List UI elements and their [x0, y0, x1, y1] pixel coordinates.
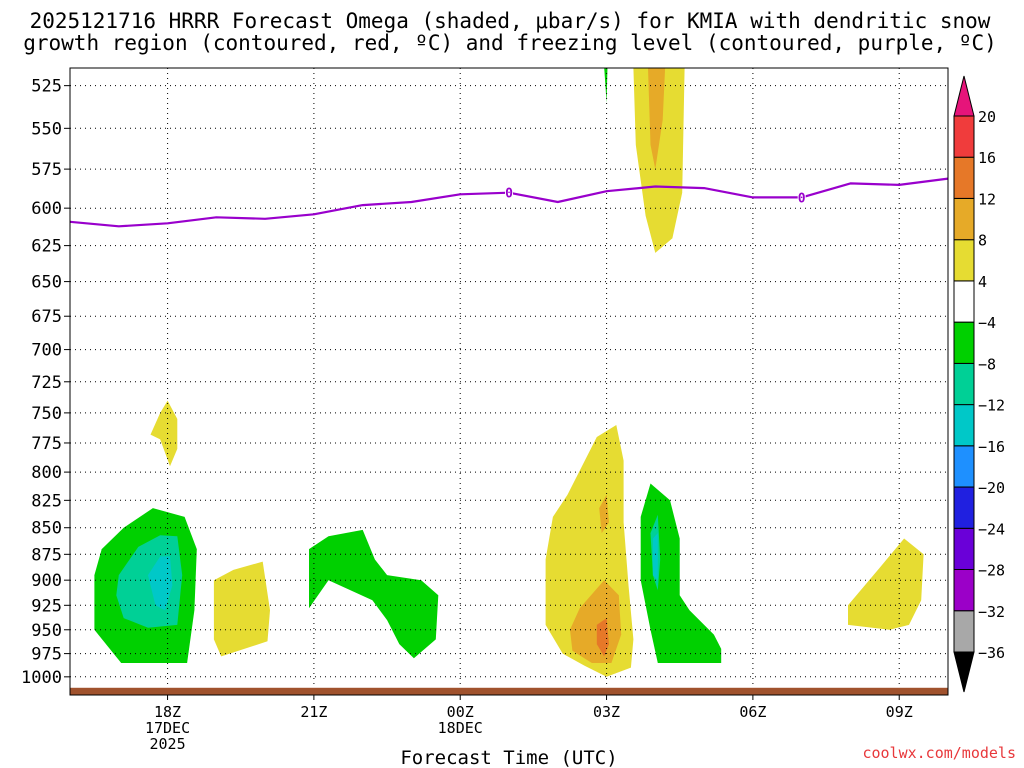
- y-tick-label-700: 700: [31, 341, 62, 361]
- colorbar: 20 16 12 8 4 −4 −8 −12 −16 −20 −24 −28 −32 −36: [953, 75, 1005, 693]
- y-tick-label-950: 950: [31, 621, 62, 641]
- colorbar-label-5: 4: [978, 273, 987, 291]
- colorbar-swatch-2: [953, 569, 975, 612]
- y-tick-label-675: 675: [31, 307, 62, 327]
- colorbar-swatch-1: [953, 610, 975, 653]
- y-tick-label-525: 525: [31, 77, 62, 97]
- x-tick-label-2-1: 18Z: [154, 703, 181, 721]
- colorbar-label-10: −20: [978, 479, 1005, 497]
- y-tick-label-975: 975: [31, 645, 62, 665]
- colorbar-label-8: −12: [978, 397, 1005, 415]
- colorbar-swatch-11: [953, 198, 975, 241]
- colorbar-label-12: −28: [978, 562, 1005, 580]
- colorbar-swatch-4: [953, 486, 975, 529]
- colorbar-swatch-6: [953, 404, 975, 447]
- chart-title: 2025121716 HRRR Forecast Omega (shaded, …: [23, 9, 997, 55]
- colorbar-label-9: −16: [978, 438, 1005, 456]
- colorbar-label-11: −24: [978, 520, 1005, 538]
- colorbar-label-13: −32: [978, 603, 1005, 621]
- y-tick-label-875: 875: [31, 545, 62, 565]
- credit-text: coolwx.com/models: [862, 744, 1016, 762]
- title-line-2: growth region (contoured, red, ºC) and f…: [23, 31, 997, 55]
- x-axis-label: Forecast Time (UTC): [400, 747, 617, 768]
- omega-green-21z: [309, 529, 439, 659]
- y-tick-label-575: 575: [31, 160, 62, 180]
- x-tick-label-5-1: 21Z: [300, 703, 327, 721]
- y-tick-label-725: 725: [31, 373, 62, 393]
- colorbar-label-3: 12: [978, 190, 996, 208]
- x-tick-label-2-3: 2025: [149, 735, 185, 753]
- x-tick-label-11-1: 03Z: [593, 703, 620, 721]
- omega-cyan-04z: [652, 533, 658, 581]
- colorbar-swatch-13: [953, 115, 975, 158]
- omega-yellow-03z-upper: [633, 68, 685, 253]
- freezing-label-bg-1: [505, 186, 513, 199]
- colorbar-swatch-12: [953, 156, 975, 199]
- plot-background: [70, 68, 948, 695]
- y-tick-label-775: 775: [31, 434, 62, 454]
- y-tick-label-750: 750: [31, 404, 62, 424]
- x-tick-label-8-2: 18DEC: [438, 719, 483, 737]
- title-line-1: 2025121716 HRRR Forecast Omega (shaded, …: [30, 9, 991, 33]
- colorbar-swatch-above-max: [953, 75, 975, 117]
- y-axis-tick-labels: 525 550 575 600 625 650 675 700 725 750 775 800 825 8…: [21, 77, 70, 688]
- surface-band: [70, 687, 948, 695]
- colorbar-swatch-3: [953, 527, 975, 570]
- y-tick-label-925: 925: [31, 596, 62, 616]
- colorbar-label-2: 16: [978, 149, 996, 167]
- omega-gold-03z-upper: [648, 68, 666, 170]
- y-tick-label-800: 800: [31, 463, 62, 483]
- x-tick-label-2-2: 17DEC: [145, 719, 190, 737]
- y-tick-label-900: 900: [31, 571, 62, 591]
- colorbar-swatch-7: [953, 362, 975, 406]
- freezing-level-label-1: 0: [505, 187, 513, 202]
- colorbar-swatch-5: [953, 445, 975, 488]
- colorbar-label-1: 20: [978, 108, 996, 126]
- omega-yellow-08z: [848, 538, 924, 630]
- colorbar-swatch-10: [953, 239, 975, 282]
- colorbar-label-14: −36: [978, 644, 1005, 662]
- colorbar-label-6: −4: [978, 314, 996, 332]
- freezing-level-label-2: 0: [798, 191, 806, 206]
- freezing-label-bg-2: [797, 191, 806, 204]
- omega-green-04z: [640, 483, 722, 663]
- y-tick-label-825: 825: [31, 491, 62, 511]
- omega-yellow-19z: [213, 561, 270, 657]
- colorbar-swatch-9: [953, 280, 975, 323]
- colorbar-label-7: −8: [978, 355, 996, 373]
- omega-cyan-18z: [148, 556, 173, 611]
- y-tick-label-600: 600: [31, 199, 62, 219]
- colorbar-swatch-below-min: [953, 651, 975, 693]
- surface-strip: [70, 687, 948, 695]
- colorbar-swatch-8: [953, 321, 975, 364]
- y-tick-label-625: 625: [31, 237, 62, 257]
- x-tick-label-14-1: 06Z: [739, 703, 766, 721]
- y-tick-label-550: 550: [31, 119, 62, 139]
- omega-orange-03z: [596, 618, 609, 657]
- y-tick-label-1000: 1000: [21, 668, 62, 688]
- x-tick-label-17-1: 09Z: [886, 703, 913, 721]
- omega-yellow-750: [150, 400, 178, 467]
- omega-shaded-regions: [94, 68, 924, 677]
- y-tick-label-650: 650: [31, 273, 62, 293]
- x-tick-label-8-1: 00Z: [447, 703, 474, 721]
- colorbar-label-4: 8: [978, 232, 987, 250]
- y-tick-label-850: 850: [31, 519, 62, 539]
